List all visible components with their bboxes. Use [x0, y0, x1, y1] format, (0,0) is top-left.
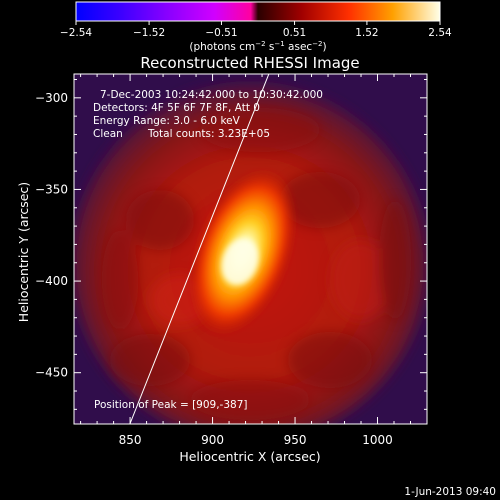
peak-hotspot — [221, 238, 259, 286]
colorbar-tick-label: 1.52 — [355, 27, 378, 39]
heatmap-image — [74, 74, 427, 424]
colorbar-tick-label: −2.54 — [60, 27, 92, 39]
y-axis-ticks — [74, 78, 427, 410]
colorbar-units: (photons cm−2 s−1 asec−2) — [189, 40, 326, 53]
y-tick-label: −450 — [35, 366, 68, 380]
x-tick-label: 850 — [119, 433, 142, 447]
colorbar — [75, 1, 441, 22]
x-tick-label: 900 — [201, 433, 224, 447]
colorbar-tick-label: 2.54 — [428, 27, 452, 39]
annotation-time-range: 7-Dec-2003 10:24:42.000 to 10:30:42.000 — [100, 89, 323, 101]
x-tick-label: 950 — [284, 433, 307, 447]
y-tick-label: −400 — [35, 274, 68, 288]
y-axis-tick-labels: −300 −350 −400 −450 — [35, 91, 68, 380]
footer-timestamp: 1-Jun-2013 09:40 — [404, 486, 496, 498]
x-tick-label: 1000 — [362, 433, 393, 447]
annotation-method: Clean — [93, 128, 123, 140]
plot-frame — [73, 73, 428, 425]
colorbar-tick-label: 0.51 — [283, 27, 306, 39]
colorbar-tick-labels: −2.54 −1.52 −0.51 0.51 1.52 2.54 — [60, 27, 452, 39]
annotation-detectors: Detectors: 4F 5F 6F 7F 8F, Att 0 — [93, 102, 260, 114]
annotation-energy: Energy Range: 3.0 - 6.0 keV — [93, 115, 241, 127]
colorbar-tick-label: −0.51 — [205, 27, 237, 39]
x-axis-label: Heliocentric X (arcsec) — [179, 449, 320, 464]
colorbar-ticks — [75, 21, 441, 25]
solar-limb-line — [129, 74, 270, 424]
x-axis-tick-labels: 850 900 950 1000 — [119, 433, 393, 447]
emission-structure — [102, 108, 411, 420]
annotation-peak-position: Position of Peak = [909,-387] — [94, 399, 248, 411]
x-axis-ticks — [80, 74, 428, 424]
chart-title: Reconstructed RHESSI Image — [140, 54, 359, 72]
y-axis-label: Heliocentric Y (arcsec) — [16, 182, 31, 322]
colorbar-tick-label: −1.52 — [133, 27, 165, 39]
y-tick-label: −300 — [35, 91, 68, 105]
y-tick-label: −350 — [35, 182, 68, 196]
annotation-total-counts: Total counts: 3.23E+05 — [147, 128, 270, 140]
